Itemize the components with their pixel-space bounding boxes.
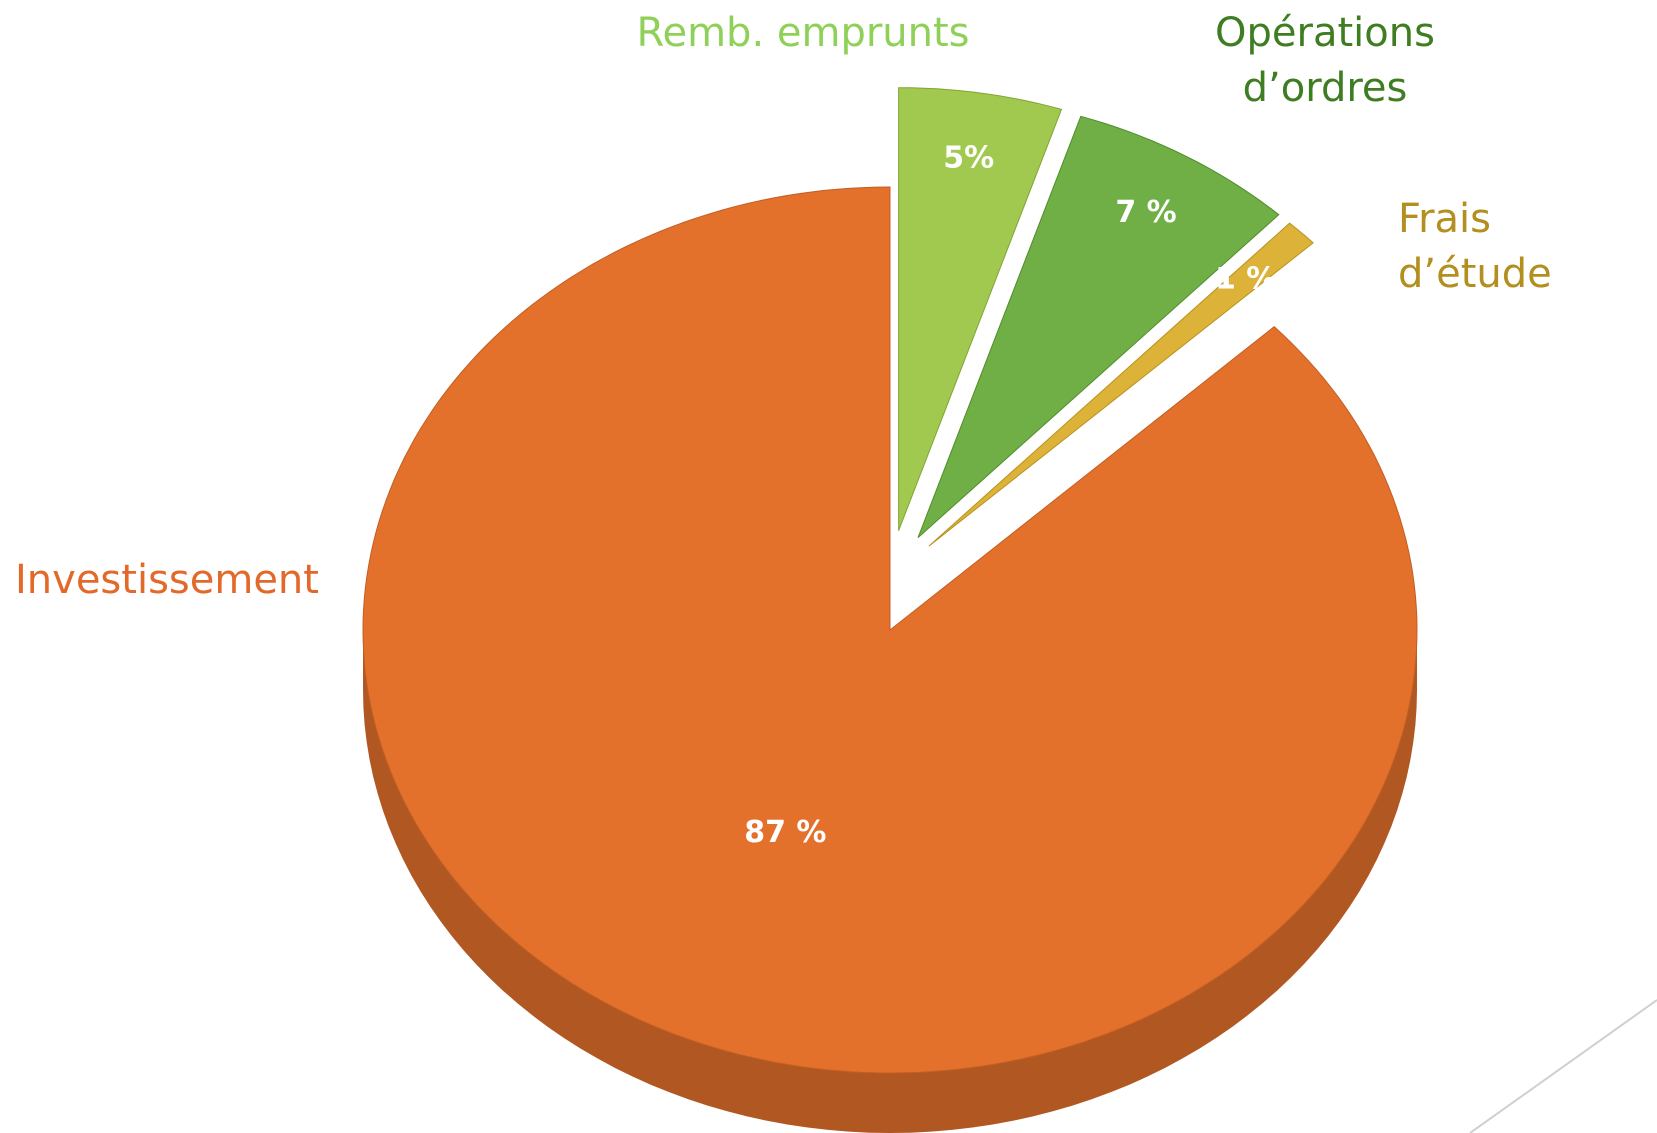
category-label: Remb. emprunts bbox=[636, 10, 970, 56]
value-label: 1 % bbox=[1215, 261, 1276, 296]
slice bbox=[928, 222, 1314, 547]
decoration-line bbox=[1469, 999, 1657, 1133]
slice bbox=[362, 186, 1418, 1074]
category-label: Opérations d’ordres bbox=[1215, 10, 1435, 111]
slice bbox=[917, 115, 1280, 539]
value-label: 87 % bbox=[744, 815, 826, 850]
category-label: Frais d’étude bbox=[1398, 196, 1552, 297]
category-label: Investissement bbox=[15, 557, 319, 603]
slice bbox=[898, 87, 1063, 531]
value-label: 5% bbox=[943, 140, 994, 175]
value-label: 7 % bbox=[1115, 195, 1176, 230]
